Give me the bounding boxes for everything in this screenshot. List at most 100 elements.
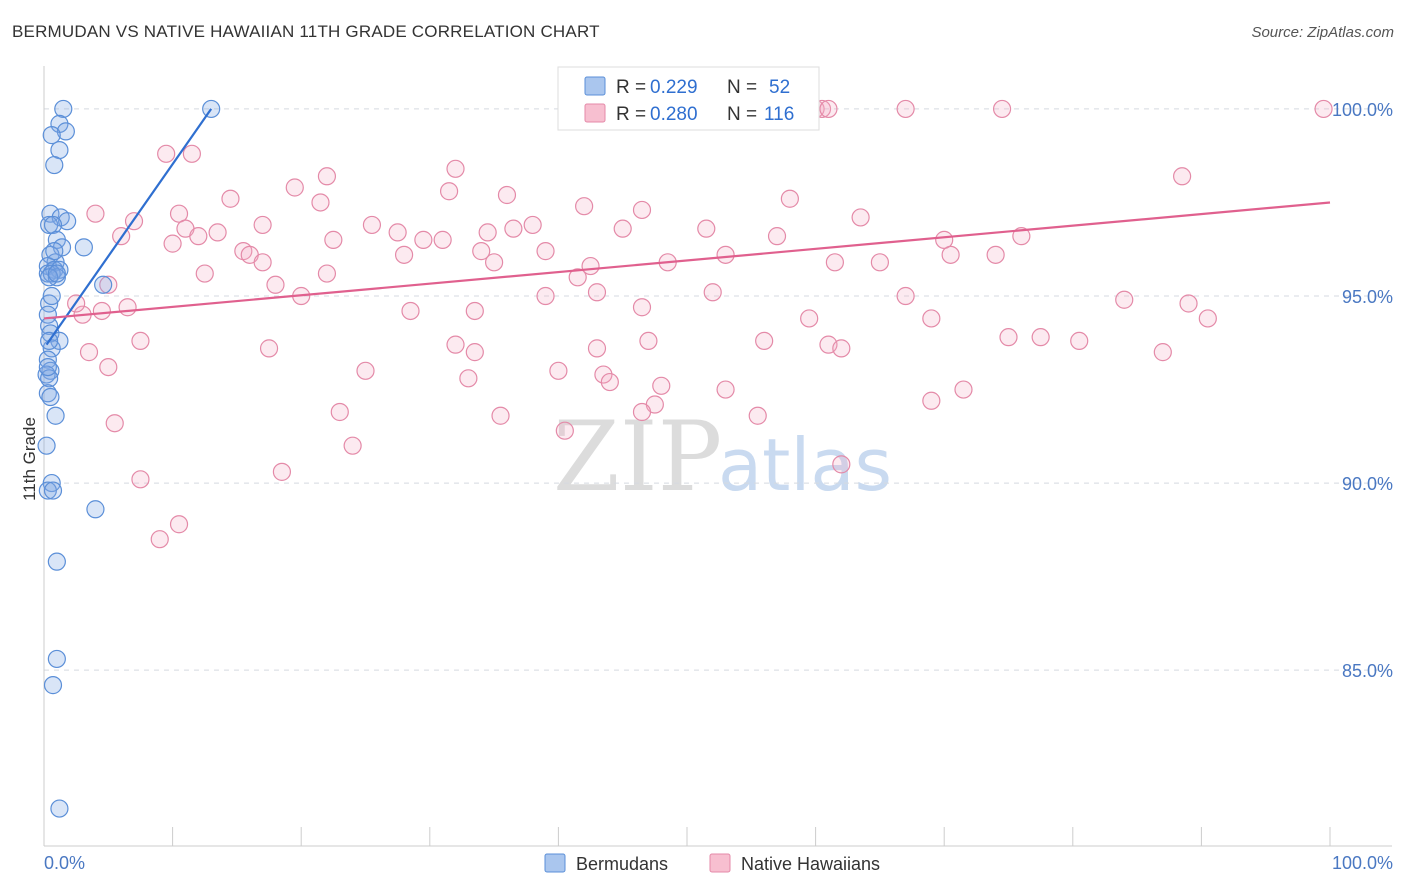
bottom-legend-swatch-native-hawaiians xyxy=(709,853,731,873)
point-native-hawaiians xyxy=(79,343,99,362)
point-native-hawaiians xyxy=(851,208,870,227)
point-native-hawaiians xyxy=(568,268,587,287)
point-native-hawaiians xyxy=(1198,309,1217,328)
point-bermudans xyxy=(38,350,57,369)
trend-lines xyxy=(43,108,1331,346)
legend-r-value-1: 0.229 xyxy=(650,77,698,98)
point-bermudans xyxy=(86,500,105,519)
point-bermudans xyxy=(38,357,57,377)
point-native-hawaiians xyxy=(343,436,362,455)
point-bermudans xyxy=(45,155,64,175)
y-tick-labels: 85.0% 90.0% 95.0% 100.0% xyxy=(1332,100,1393,681)
point-native-hawaiians xyxy=(208,223,227,242)
point-native-hawaiians xyxy=(362,215,382,235)
point-bermudans xyxy=(45,242,64,261)
series-legend: Bermudans Native Hawaiians xyxy=(544,853,880,874)
point-bermudans xyxy=(43,215,63,235)
point-bermudans xyxy=(94,275,113,294)
point-native-hawaiians xyxy=(1115,290,1134,309)
y-tick-label: 100.0% xyxy=(1332,100,1393,120)
point-native-hawaiians xyxy=(613,219,632,238)
data-points xyxy=(37,99,1333,818)
point-native-hawaiians xyxy=(941,245,960,264)
x-tick-label-max: 100.0% xyxy=(1332,853,1393,873)
point-native-hawaiians xyxy=(189,227,208,246)
legend-swatch-native-hawaiians xyxy=(584,103,606,123)
chart-title: BERMUDAN VS NATIVE HAWAIIAN 11TH GRADE C… xyxy=(12,22,600,41)
point-native-hawaiians xyxy=(587,283,607,302)
point-native-hawaiians xyxy=(266,275,285,294)
point-bermudans xyxy=(74,238,93,257)
point-native-hawaiians xyxy=(922,391,941,410)
point-native-hawaiians xyxy=(716,380,735,399)
point-native-hawaiians xyxy=(356,361,375,380)
point-native-hawaiians xyxy=(478,223,497,242)
y-axis-label: 11th Grade xyxy=(20,417,39,501)
point-native-hawaiians xyxy=(99,357,118,377)
point-bermudans xyxy=(40,215,59,235)
x-tick-label-min: 0.0% xyxy=(44,853,85,873)
point-native-hawaiians xyxy=(446,159,465,178)
point-native-hawaiians xyxy=(131,470,150,489)
point-bermudans xyxy=(37,436,56,455)
point-native-hawaiians xyxy=(600,372,619,392)
point-bermudans xyxy=(38,481,57,500)
point-native-hawaiians xyxy=(523,215,542,235)
watermark-atlas: atlas xyxy=(718,423,892,507)
point-native-hawaiians xyxy=(639,331,658,351)
point-native-hawaiians xyxy=(1153,343,1172,362)
point-bermudans xyxy=(43,481,63,500)
point-native-hawaiians xyxy=(118,298,137,317)
bottom-legend-swatch-bermudans xyxy=(544,853,566,873)
point-bermudans xyxy=(47,649,66,669)
legend-n-value-2: 116 xyxy=(764,104,794,125)
point-bermudans xyxy=(47,264,66,283)
point-bermudans xyxy=(41,387,60,407)
stats-legend: R = 0.229 N = 52 R = 0.280 N = 116 xyxy=(557,66,820,131)
point-native-hawaiians xyxy=(169,515,189,534)
point-native-hawaiians xyxy=(131,331,150,351)
point-native-hawaiians xyxy=(935,230,954,249)
point-native-hawaiians xyxy=(1070,331,1089,351)
point-native-hawaiians xyxy=(587,339,607,358)
point-native-hawaiians xyxy=(1314,99,1333,119)
point-native-hawaiians xyxy=(388,223,407,242)
point-native-hawaiians xyxy=(870,253,890,272)
point-native-hawaiians xyxy=(92,301,111,321)
point-native-hawaiians xyxy=(594,365,613,384)
point-native-hawaiians xyxy=(825,253,844,272)
point-bermudans xyxy=(50,331,69,351)
point-native-hawaiians xyxy=(575,197,594,216)
legend-r-label-1: R = xyxy=(616,77,646,98)
point-native-hawaiians xyxy=(221,189,240,208)
legend-n-label-2: N = xyxy=(727,104,757,125)
point-native-hawaiians xyxy=(954,380,973,399)
legend-n-label-1: N = xyxy=(727,77,757,98)
point-bermudans xyxy=(43,676,63,695)
point-native-hawaiians xyxy=(819,99,838,119)
point-native-hawaiians xyxy=(491,406,510,425)
point-native-hawaiians xyxy=(195,264,214,283)
point-native-hawaiians xyxy=(485,253,504,272)
y-tick-label: 95.0% xyxy=(1342,287,1393,307)
point-native-hawaiians xyxy=(259,339,279,358)
point-native-hawaiians xyxy=(697,219,716,238)
point-native-hawaiians xyxy=(317,167,337,186)
point-bermudans xyxy=(42,286,61,306)
point-native-hawaiians xyxy=(169,204,189,223)
source-label: Source: ZipAtlas.com xyxy=(1251,24,1394,41)
legend-r-label-2: R = xyxy=(616,104,646,125)
point-native-hawaiians xyxy=(330,402,349,422)
trend-line-bermudans xyxy=(45,108,213,346)
point-native-hawaiians xyxy=(986,245,1005,264)
point-bermudans xyxy=(58,212,77,231)
point-native-hawaiians xyxy=(163,234,182,253)
point-native-hawaiians xyxy=(632,402,652,422)
point-native-hawaiians xyxy=(433,230,452,249)
point-native-hawaiians xyxy=(446,335,465,354)
point-native-hawaiians xyxy=(703,283,722,302)
point-native-hawaiians xyxy=(99,275,118,294)
legend-swatch-bermudans xyxy=(584,76,606,96)
point-native-hawaiians xyxy=(832,455,851,474)
point-native-hawaiians xyxy=(536,242,555,261)
